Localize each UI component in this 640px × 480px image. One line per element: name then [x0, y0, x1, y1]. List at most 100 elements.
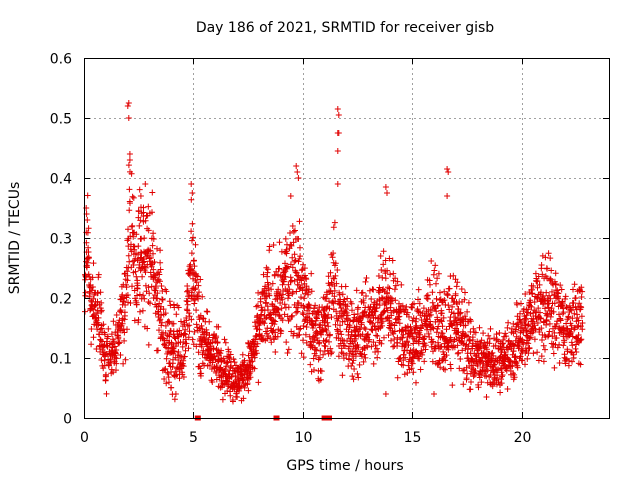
data-point — [572, 345, 579, 352]
data-point — [128, 170, 135, 177]
data-point — [284, 350, 291, 356]
data-point — [111, 343, 118, 350]
data-point — [121, 337, 128, 344]
data-point — [537, 315, 544, 322]
data-point — [385, 332, 392, 339]
data-point — [395, 358, 402, 365]
data-point — [94, 290, 101, 296]
data-point — [139, 273, 146, 280]
data-point — [289, 289, 296, 296]
data-point — [102, 352, 109, 358]
data-point — [579, 288, 586, 295]
data-point — [287, 193, 294, 199]
data-point — [552, 323, 559, 330]
data-point — [362, 326, 369, 333]
data-point — [266, 292, 273, 299]
data-point — [556, 360, 563, 366]
data-point — [423, 295, 430, 302]
data-point — [90, 260, 97, 267]
data-point — [258, 304, 265, 311]
data-point — [531, 299, 538, 305]
data-point — [283, 339, 290, 346]
data-point — [127, 200, 133, 207]
data-point — [540, 292, 547, 299]
data-point — [373, 332, 380, 339]
data-point — [348, 362, 355, 369]
data-point — [489, 379, 496, 385]
data-point — [539, 252, 546, 259]
data-point — [184, 283, 191, 289]
spike-point — [125, 100, 132, 106]
data-point — [572, 295, 579, 301]
data-point — [191, 286, 198, 293]
data-point — [186, 313, 193, 320]
data-point — [85, 271, 92, 278]
data-point — [95, 314, 102, 321]
data-point — [571, 310, 578, 317]
data-point — [277, 300, 284, 306]
data-point — [285, 304, 292, 311]
low-point — [382, 391, 389, 397]
data-point — [555, 295, 562, 302]
data-point — [457, 356, 464, 362]
data-point — [571, 281, 578, 288]
data-point — [558, 302, 565, 309]
data-point — [190, 269, 197, 276]
data-point — [191, 257, 197, 264]
data-point — [434, 302, 441, 309]
y-tick-label: 0.5 — [50, 112, 72, 128]
data-point — [238, 383, 245, 390]
data-point — [306, 302, 313, 309]
data-point — [136, 291, 143, 298]
data-point — [454, 321, 461, 328]
data-point — [183, 340, 190, 347]
data-point — [175, 357, 182, 363]
data-point — [98, 299, 105, 306]
data-point — [392, 275, 399, 282]
data-point — [386, 285, 393, 292]
data-point — [299, 310, 306, 316]
data-point — [536, 281, 543, 288]
data-point — [363, 275, 370, 281]
data-point — [300, 323, 307, 329]
data-point — [470, 325, 477, 332]
data-point — [142, 282, 149, 289]
data-point — [150, 230, 157, 237]
data-point — [129, 283, 135, 290]
data-point — [287, 230, 293, 236]
data-point — [326, 338, 332, 345]
data-point — [142, 217, 149, 224]
data-point — [384, 307, 391, 314]
data-point — [199, 293, 206, 300]
y-axis-label: SRMTID / TECUs — [7, 182, 23, 295]
data-point — [532, 326, 539, 333]
data-point — [434, 275, 441, 282]
data-point — [151, 259, 158, 265]
data-point — [219, 396, 226, 403]
data-point — [388, 337, 394, 344]
data-point — [491, 361, 498, 368]
spike-point — [382, 184, 389, 190]
data-point — [120, 360, 127, 367]
data-point — [370, 339, 377, 346]
data-point — [173, 311, 180, 318]
data-point — [547, 295, 554, 302]
data-point — [525, 340, 532, 347]
data-point — [166, 298, 173, 305]
data-point — [113, 312, 120, 318]
data-point — [562, 296, 569, 302]
data-point — [84, 192, 91, 199]
data-point — [94, 298, 101, 305]
data-point — [574, 314, 581, 321]
data-point — [185, 345, 192, 352]
data-point — [302, 272, 308, 279]
data-point — [178, 318, 184, 325]
data-point — [554, 318, 561, 325]
data-point — [306, 310, 312, 317]
data-point — [449, 382, 456, 389]
data-point — [433, 329, 440, 336]
data-point — [145, 284, 152, 291]
spike-point — [334, 181, 341, 187]
data-point — [544, 265, 551, 272]
data-point — [317, 376, 324, 383]
